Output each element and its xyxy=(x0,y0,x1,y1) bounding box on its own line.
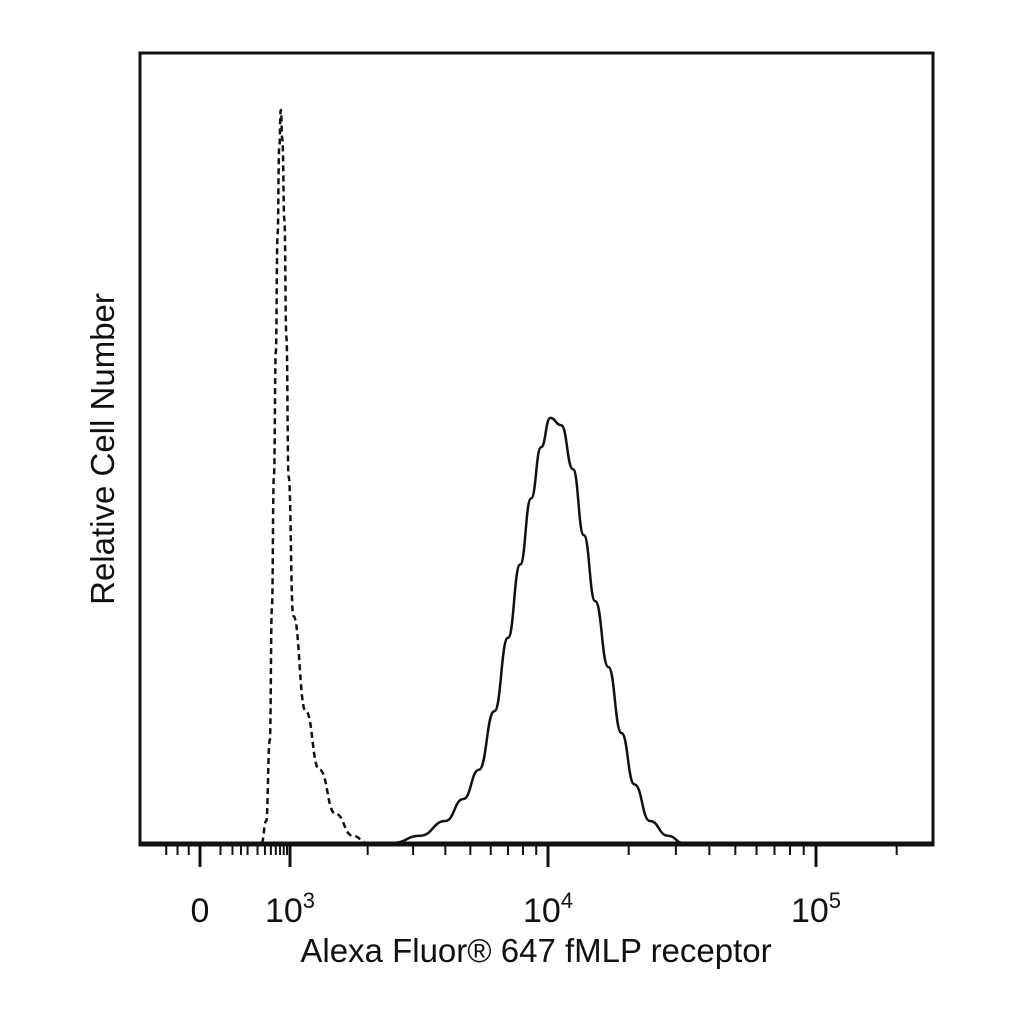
y-axis-label: Relative Cell Number xyxy=(84,293,121,605)
series-dashed-histogram xyxy=(260,108,368,845)
x-tick-labels: 0 103 104 105 xyxy=(191,888,842,930)
x-major-ticks xyxy=(198,845,818,867)
x-minor-ticks xyxy=(165,845,898,855)
series-layer xyxy=(140,108,933,845)
x-axis-label: Alexa Fluor® 647 fMLP receptor xyxy=(300,932,771,969)
x-tick-label: 103 xyxy=(265,888,315,930)
x-tick-label: 104 xyxy=(523,888,573,930)
x-tick-label: 0 xyxy=(191,892,210,930)
x-tick-label: 105 xyxy=(791,888,841,930)
plot-frame xyxy=(138,51,935,847)
series-solid-histogram xyxy=(392,416,684,845)
